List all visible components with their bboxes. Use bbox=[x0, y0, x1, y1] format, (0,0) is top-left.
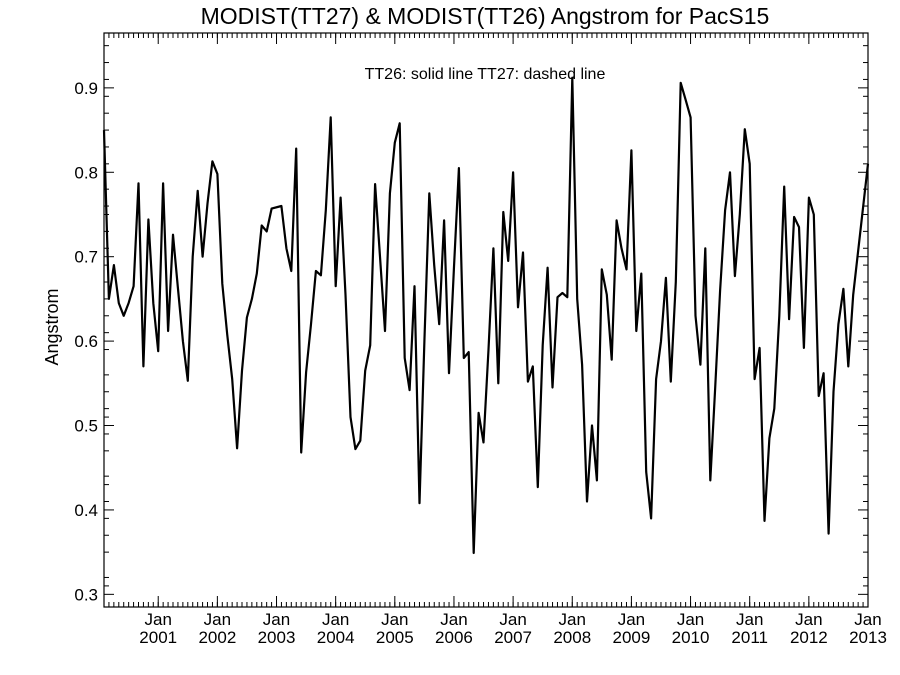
x-tick-label-month: Jan bbox=[145, 610, 172, 629]
x-tick-label-year: 2002 bbox=[198, 628, 236, 647]
x-tick-label-month: Jan bbox=[854, 610, 881, 629]
x-tick-label-year: 2009 bbox=[612, 628, 650, 647]
x-tick-label-month: Jan bbox=[381, 610, 408, 629]
x-tick-label-year: 2010 bbox=[672, 628, 710, 647]
x-tick-label-year: 2001 bbox=[139, 628, 177, 647]
x-tick-label-year: 2013 bbox=[849, 628, 887, 647]
y-tick-label: 0.5 bbox=[74, 417, 98, 436]
x-tick-label-year: 2006 bbox=[435, 628, 473, 647]
x-tick-label-year: 2003 bbox=[258, 628, 296, 647]
series-line-tt26 bbox=[102, 76, 870, 555]
x-tick-label-year: 2007 bbox=[494, 628, 532, 647]
y-tick-label: 0.3 bbox=[74, 585, 98, 604]
x-tick-label-month: Jan bbox=[440, 610, 467, 629]
x-tick-label-month: Jan bbox=[677, 610, 704, 629]
axis-ticks bbox=[104, 33, 869, 607]
x-tick-label-month: Jan bbox=[263, 610, 290, 629]
y-tick-label: 0.4 bbox=[74, 501, 98, 520]
x-tick-label-month: Jan bbox=[559, 610, 586, 629]
x-tick-label-year: 2004 bbox=[317, 628, 355, 647]
x-tick-label-month: Jan bbox=[618, 610, 645, 629]
x-tick-label-year: 2005 bbox=[376, 628, 414, 647]
y-tick-label: 0.6 bbox=[74, 332, 98, 351]
x-tick-label-month: Jan bbox=[499, 610, 526, 629]
plot-frame bbox=[103, 32, 869, 608]
x-tick-label-month: Jan bbox=[736, 610, 763, 629]
x-tick-label-year: 2011 bbox=[731, 628, 768, 647]
x-tick-label-month: Jan bbox=[795, 610, 822, 629]
y-tick-label: 0.8 bbox=[74, 163, 98, 182]
x-tick-label-year: 2012 bbox=[790, 628, 828, 647]
y-axis-label: Angstrom bbox=[42, 288, 62, 365]
series-group bbox=[102, 76, 870, 555]
x-tick-label-year: 2008 bbox=[553, 628, 591, 647]
y-tick-label: 0.7 bbox=[74, 248, 98, 267]
axis-tick-labels: 0.30.40.50.60.70.80.9Jan2001Jan2002Jan20… bbox=[74, 79, 887, 647]
chart-title: MODIST(TT27) & MODIST(TT26) Angstrom for… bbox=[201, 3, 770, 29]
legend-annotation: TT26: solid line TT27: dashed line bbox=[365, 66, 606, 83]
x-tick-label-month: Jan bbox=[322, 610, 349, 629]
x-tick-label-month: Jan bbox=[204, 610, 231, 629]
y-tick-label: 0.9 bbox=[74, 79, 98, 98]
